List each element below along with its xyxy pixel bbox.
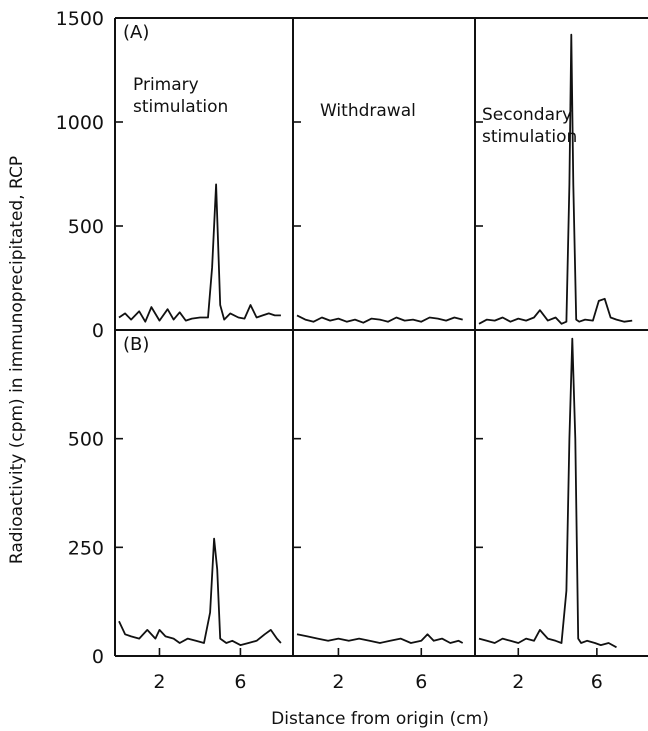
y-tick-label: 250 bbox=[68, 537, 104, 559]
x-tick-label: 2 bbox=[512, 671, 524, 693]
y-tick-label: 1000 bbox=[56, 112, 104, 134]
phase-annotation: stimulation bbox=[133, 97, 228, 117]
x-tick-label: 6 bbox=[234, 671, 246, 693]
y-tick-label: 500 bbox=[68, 429, 104, 451]
y-tick-label: 500 bbox=[68, 216, 104, 238]
y-tick-label: 0 bbox=[92, 646, 104, 668]
phase-annotation: stimulation bbox=[482, 127, 577, 147]
x-axis-title: Distance from origin (cm) bbox=[271, 709, 489, 729]
trace-line bbox=[478, 337, 617, 649]
panel-tag: (B) bbox=[123, 334, 149, 355]
trace-line bbox=[118, 537, 282, 646]
data-traces bbox=[118, 33, 633, 649]
trace-line bbox=[296, 314, 463, 324]
trace-line bbox=[296, 633, 464, 644]
panel-tag: (A) bbox=[123, 22, 149, 43]
x-tick-label: 2 bbox=[332, 671, 344, 693]
trace-line bbox=[118, 183, 281, 323]
axis-ticks bbox=[115, 17, 598, 657]
x-tick-label: 6 bbox=[591, 671, 603, 693]
panel-frames bbox=[114, 17, 648, 657]
x-tick-label: 2 bbox=[153, 671, 165, 693]
y-tick-label: 1500 bbox=[56, 8, 104, 30]
text-labels: 050010001500(A)0250500(B)Primarystimulat… bbox=[56, 8, 603, 693]
phase-annotation: Secondary bbox=[482, 105, 572, 125]
phase-annotation: Withdrawal bbox=[320, 101, 416, 121]
y-axis-title: Radioactivity (cpm) in immunoprecipitate… bbox=[7, 156, 27, 564]
x-tick-label: 6 bbox=[415, 671, 427, 693]
y-tick-label: 0 bbox=[92, 320, 104, 342]
trace-line bbox=[478, 33, 633, 325]
phase-annotation: Primary bbox=[133, 75, 199, 95]
